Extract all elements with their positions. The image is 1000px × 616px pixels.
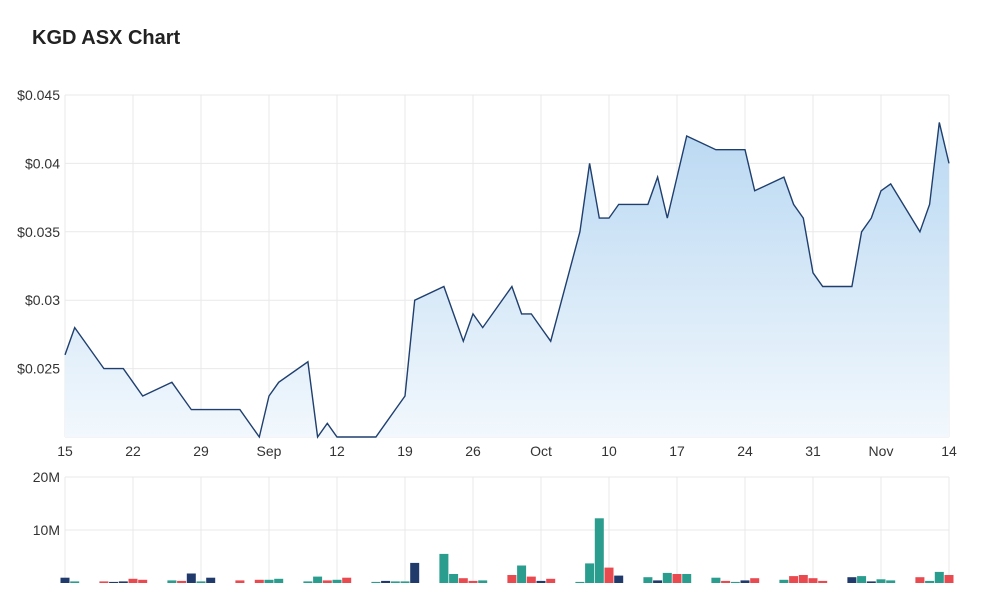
volume-bar [254, 579, 264, 583]
volume-bar [604, 567, 614, 583]
volume-bar [390, 581, 400, 583]
chart-title: KGD ASX Chart [32, 27, 181, 49]
volume-bar [128, 578, 138, 583]
volume-bar [371, 581, 381, 583]
volume-bar [449, 574, 459, 583]
volume-bar [517, 565, 527, 583]
volume-bar [672, 574, 682, 583]
volume-bar [886, 580, 896, 583]
volume-bar [711, 577, 721, 583]
x-tick-label: 17 [669, 443, 685, 459]
price-y-axis-labels: $0.045 $0.04 $0.035 $0.03 $0.025 [17, 87, 60, 377]
x-tick-label: 24 [737, 443, 753, 459]
price-y-tick-label: $0.035 [17, 224, 60, 240]
volume-bar [439, 553, 449, 583]
volume-bar [653, 580, 663, 583]
volume-bar [721, 580, 731, 583]
volume-bar [750, 578, 760, 583]
volume-bar [526, 576, 536, 583]
volume-bar [925, 580, 935, 583]
x-tick-label: 14 [941, 443, 957, 459]
x-tick-label: 22 [125, 443, 141, 459]
price-y-tick-label: $0.03 [25, 292, 60, 308]
volume-bar [177, 580, 187, 583]
volume-bar [575, 581, 585, 583]
volume-bar [99, 581, 109, 583]
volume-bar [70, 581, 80, 583]
volume-bar [264, 579, 274, 583]
volume-bar [847, 577, 857, 583]
volume-bar [507, 575, 517, 583]
volume-bar [196, 581, 206, 583]
volume-bar [730, 581, 740, 583]
volume-y-axis-labels: 20M 10M [33, 469, 60, 538]
volume-bar [779, 579, 789, 583]
volume-bar [585, 563, 595, 583]
x-tick-label: 10 [601, 443, 617, 459]
price-y-tick-label: $0.025 [17, 361, 60, 377]
volume-bar [798, 575, 808, 583]
volume-bar [167, 580, 177, 583]
x-tick-label: 12 [329, 443, 345, 459]
volume-bar [934, 571, 944, 583]
volume-bar [468, 580, 478, 583]
x-tick-label: 31 [805, 443, 821, 459]
volume-y-tick-label: 20M [33, 469, 60, 485]
volume-gridlines [64, 476, 950, 583]
volume-bar [322, 580, 332, 583]
volume-bar [342, 577, 352, 583]
volume-bar [857, 576, 867, 583]
volume-bar [536, 580, 546, 583]
volume-bar [400, 581, 410, 583]
x-tick-label: Nov [869, 443, 894, 459]
volume-bar [740, 580, 750, 583]
volume-bar [808, 578, 818, 583]
volume-bar [643, 577, 653, 583]
volume-bar [915, 577, 925, 583]
x-tick-label: 29 [193, 443, 209, 459]
price-area-fill [65, 122, 949, 438]
volume-bar [478, 580, 488, 583]
volume-bar [682, 574, 692, 583]
volume-bar [410, 562, 420, 583]
volume-bar [789, 576, 799, 583]
volume-y-tick-label: 10M [33, 522, 60, 538]
volume-bar [109, 581, 119, 583]
volume-bar [866, 581, 876, 583]
volume-bars [60, 518, 954, 583]
x-tick-label: Oct [530, 443, 552, 459]
volume-bar [818, 580, 828, 583]
price-line [64, 122, 950, 439]
x-tick-label: 26 [465, 443, 481, 459]
volume-bar [458, 578, 468, 583]
volume-bar [546, 578, 556, 583]
price-y-tick-label: $0.045 [17, 87, 60, 103]
volume-bar [118, 581, 128, 583]
volume-bar [381, 580, 391, 583]
volume-bar [313, 576, 323, 583]
volume-bar [332, 579, 342, 583]
volume-bar [274, 578, 284, 583]
volume-bar [186, 573, 196, 583]
volume-bar [614, 575, 624, 583]
volume-bar [944, 575, 954, 583]
x-axis-labels: 15 22 29 Sep 12 19 26 Oct 10 17 24 31 Nov 14 [57, 443, 957, 459]
volume-bar [60, 577, 70, 583]
volume-bar [138, 579, 148, 583]
x-tick-label: 19 [397, 443, 413, 459]
x-tick-label: Sep [257, 443, 282, 459]
volume-bar [303, 581, 313, 583]
volume-bar [235, 580, 245, 583]
x-tick-label: 15 [57, 443, 73, 459]
volume-bar [594, 518, 604, 583]
volume-bar [662, 572, 672, 583]
price-y-tick-label: $0.04 [25, 155, 60, 171]
volume-bar [876, 579, 886, 583]
volume-bar [206, 577, 216, 583]
